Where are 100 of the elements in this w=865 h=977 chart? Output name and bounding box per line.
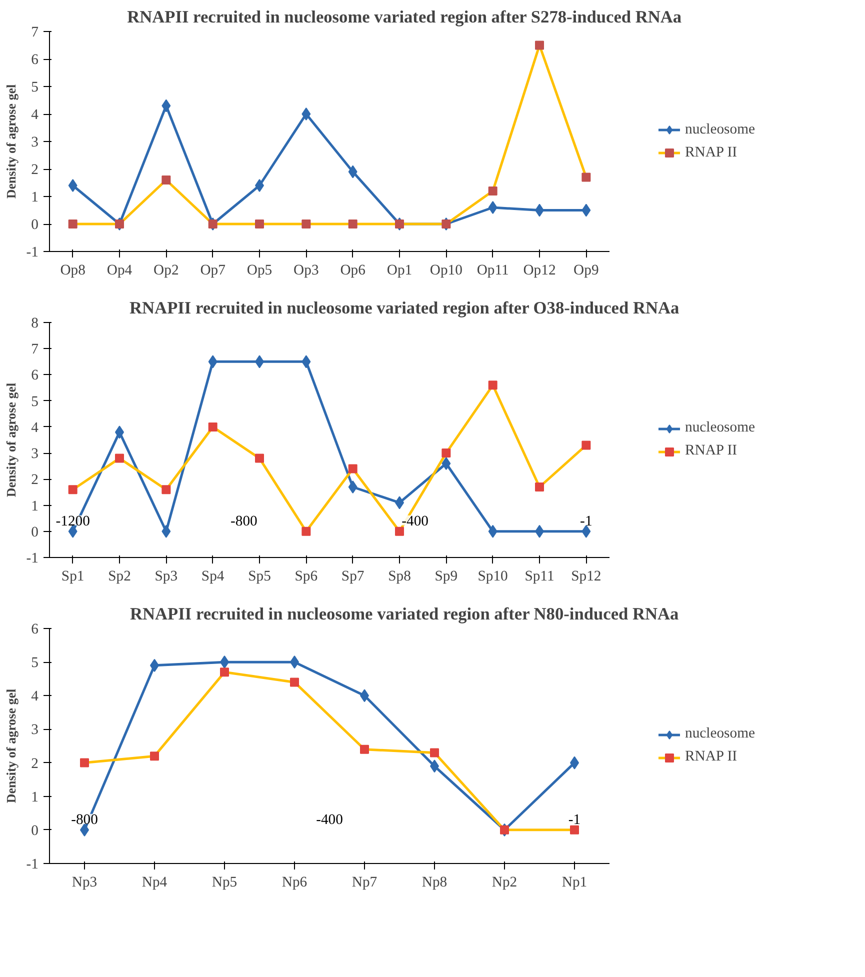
point: [582, 524, 591, 538]
point: [302, 355, 311, 368]
point: [395, 526, 404, 536]
point: [582, 172, 591, 182]
point: [488, 186, 498, 196]
x-tick-label: Sp5: [248, 568, 271, 584]
legend-label: RNAP II: [684, 442, 737, 460]
point: [162, 524, 171, 538]
annotation: -1200: [56, 513, 90, 530]
point: [488, 380, 498, 390]
y-tick-label: 4: [31, 420, 40, 436]
point: [582, 440, 591, 450]
x-tick-label: Op6: [340, 262, 366, 278]
y-tick-label: -1: [26, 244, 39, 260]
point: [582, 204, 591, 217]
annotation: -800: [71, 812, 98, 828]
y-tick-label: 6: [31, 52, 38, 68]
y-tick-label: 6: [31, 368, 38, 384]
y-tick-label: 1: [31, 190, 38, 206]
x-tick-label: Np7: [352, 874, 378, 890]
x-tick-label: Op8: [60, 262, 86, 278]
y-tick-label: -1: [26, 856, 39, 872]
y-tick-label: 3: [31, 722, 38, 738]
y-tick-label: 2: [31, 472, 38, 488]
y-tick-label: 1: [31, 789, 38, 806]
point: [535, 40, 544, 50]
x-tick-label: Op9: [574, 262, 599, 278]
y-tick-label: 5: [31, 655, 38, 672]
point: [290, 678, 299, 687]
point: [348, 480, 358, 494]
point: [535, 482, 544, 492]
y-tick-label: 8: [31, 316, 38, 332]
legend-label: nucleosome: [684, 121, 755, 138]
point: [68, 220, 78, 228]
y-tick-label: 7: [31, 342, 38, 358]
y-tick-label: 2: [31, 162, 38, 178]
point: [208, 422, 218, 432]
annotation: -1: [568, 812, 581, 828]
x-tick-label: Np4: [142, 874, 168, 890]
x-tick-label: Sp7: [341, 568, 364, 584]
point: [348, 464, 358, 474]
point: [570, 825, 579, 834]
x-tick-label: Sp8: [388, 568, 411, 584]
y-tick-label: 4: [31, 688, 40, 705]
annotation: -400: [316, 812, 343, 828]
x-tick-label: Np1: [562, 874, 588, 890]
point: [220, 668, 229, 677]
y-axis-title: Density of agrose gel: [3, 84, 18, 199]
annotation: -800: [230, 513, 258, 530]
x-tick-label: Op3: [294, 262, 319, 278]
x-tick-label: Sp1: [61, 568, 84, 584]
x-tick-label: Op7: [200, 262, 226, 278]
y-tick-label: 1: [31, 498, 38, 514]
x-tick-label: Np3: [72, 874, 98, 890]
point: [162, 99, 171, 112]
y-tick-label: 4: [31, 107, 40, 123]
point: [150, 752, 159, 761]
legend-label: RNAP II: [684, 144, 737, 161]
point: [488, 201, 498, 214]
point: [162, 485, 171, 494]
annotation: -1: [580, 513, 592, 530]
point: [115, 454, 124, 463]
y-tick-label: 2: [31, 756, 38, 772]
x-tick-label: Sp6: [294, 568, 318, 584]
x-tick-label: Op1: [386, 262, 412, 278]
x-tick-label: Np6: [282, 874, 308, 890]
x-tick-label: Sp4: [201, 568, 225, 584]
y-tick-label: 5: [31, 80, 38, 96]
chart-title: RNAPII recruited in nucleosome variated region after S278-induced RNAa: [127, 8, 682, 26]
y-axis-title: Density of agrose gel: [3, 688, 18, 804]
y-tick-label: 0: [31, 524, 38, 540]
x-tick-label: Sp3: [154, 568, 178, 584]
point: [488, 524, 498, 538]
point: [348, 220, 358, 228]
x-tick-label: Np5: [212, 874, 238, 890]
point: [255, 220, 264, 228]
point: [68, 485, 78, 494]
x-tick-label: Sp10: [478, 568, 508, 584]
x-tick-label: Op12: [523, 262, 556, 278]
x-tick-label: Np2: [492, 874, 518, 890]
y-tick-label: 7: [31, 24, 38, 40]
point: [302, 526, 311, 536]
point: [162, 176, 171, 184]
y-tick-label: 3: [31, 134, 38, 150]
point: [430, 748, 439, 758]
point: [360, 744, 369, 754]
annotation: -400: [402, 513, 428, 530]
x-tick-label: Op4: [106, 262, 133, 278]
point: [442, 448, 451, 458]
x-tick-label: Op5: [246, 262, 272, 278]
x-tick-label: Sp12: [571, 568, 602, 584]
point: [255, 454, 264, 463]
legend-label: nucleosome: [684, 420, 755, 436]
legend-label: nucleosome: [684, 726, 755, 742]
x-tick-label: Op2: [154, 262, 179, 278]
point: [68, 179, 78, 192]
x-tick-label: Sp2: [108, 568, 131, 584]
chart-title: RNAPII recruited in nucleosome variated region after N80-induced RNAa: [130, 604, 680, 624]
y-tick-label: -1: [26, 550, 39, 566]
point: [80, 758, 89, 768]
